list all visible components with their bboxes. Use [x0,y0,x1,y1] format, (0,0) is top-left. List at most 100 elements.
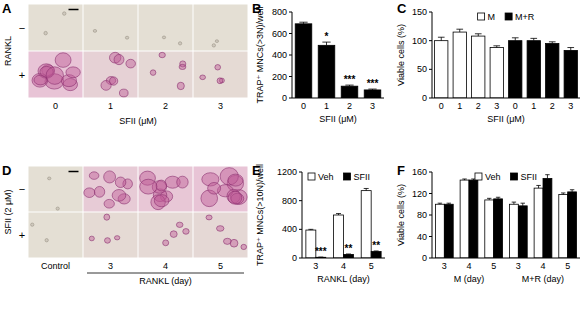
tick-label: 100 [412,36,427,46]
error-cap [462,178,466,179]
row-label: + [19,69,25,81]
column-label: 5 [218,261,223,271]
tick [429,98,432,99]
tick-label: 4 [540,261,545,271]
cell [94,186,104,197]
y-axis [432,12,433,98]
legend-swatch [511,173,518,180]
image-panel: A−+RANKL0123SFII (μM) [2,1,248,126]
tick-label: 1200 [277,167,297,177]
cell [178,42,181,45]
bar [334,215,344,258]
cell [156,180,167,191]
column-label: 0 [53,101,58,111]
bar [435,204,444,258]
error-cap [456,29,463,30]
tick-label: 800 [282,196,297,206]
cell [112,190,126,202]
axis-title: Viable cells (%) [396,24,406,86]
axis-title: SFII (μM) [119,116,157,126]
cell [170,231,177,238]
tick [289,98,292,99]
cell [177,176,188,188]
cell [114,236,119,240]
tick [429,193,432,194]
tick-label: 80 [417,210,427,220]
error-cap [438,37,445,38]
cell [31,223,34,226]
tick-label: 800 [272,7,287,17]
micrograph [84,167,138,212]
cell [159,52,165,57]
bar [364,90,381,98]
tick-label: 5 [565,261,570,271]
cell [176,222,183,227]
micrograph [29,167,83,212]
error-cap [308,229,313,230]
bar [509,41,522,98]
tick-label: 5 [491,261,496,271]
tick [429,172,432,173]
error-cap [521,203,525,204]
cell [183,229,189,235]
tick-label: 0 [301,101,306,111]
micrograph [29,52,83,98]
cell [163,240,169,246]
tick-label: 3 [370,101,375,111]
tick-label: 160 [412,167,427,177]
tick-label: 3 [442,261,447,271]
tick-label: 4 [341,261,346,271]
tick-label: 0 [422,93,427,103]
error-bar [570,48,571,51]
legend-label: Veh [318,172,334,182]
chart-panel: F34534504080120160Viable cells (%)M (day… [396,163,580,284]
cell [162,36,165,39]
tick-label: 150 [412,7,427,17]
tick [429,69,432,70]
tick-label: 2 [550,101,555,111]
cell [84,188,95,198]
bar [518,206,527,258]
column-label: 1 [108,101,113,111]
bar [341,86,358,98]
micrograph [194,52,248,98]
x-axis [292,98,384,99]
cell [241,244,247,249]
cell [228,191,242,204]
micrograph [139,52,193,98]
bar [472,36,485,98]
tick-label: 0 [292,253,297,263]
bar [543,178,552,258]
axis-title: TRAP⁺ MNCs(>3N)/well [255,6,265,103]
cell [104,214,110,220]
tick-label: 1 [324,101,329,111]
bar [485,200,494,258]
cell [89,172,99,180]
bar [490,48,503,98]
legend-label: SFII [354,172,371,182]
cell [217,78,223,84]
cell [208,182,221,194]
error-bar [326,42,327,45]
bars [306,188,381,258]
cell [115,177,126,187]
bars [295,22,381,98]
image-panel: D−+SFII (2 μM)Control345RANKL (day) [2,163,248,286]
error-cap [447,203,451,204]
panel-label: F [397,163,405,178]
error-cap [299,22,307,23]
cell [44,31,47,35]
cell [126,59,136,68]
tick-label: 5 [369,261,374,271]
tick-label: 40 [417,232,427,242]
cell [217,226,224,232]
row-label: + [19,229,25,241]
significance: * [325,31,329,42]
scale-bar [69,171,79,173]
cell [200,75,206,80]
bar [546,44,559,98]
tick-label: 400 [272,50,287,60]
legend-swatch [478,13,485,20]
chart-panel: E*******34504008001200TRAP⁺ MNCs(>10N)/w… [252,163,385,284]
error-cap [364,188,369,189]
